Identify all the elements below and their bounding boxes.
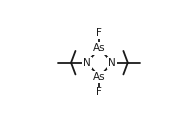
Text: N: N bbox=[108, 58, 116, 68]
Text: N: N bbox=[83, 58, 91, 68]
Text: As: As bbox=[93, 43, 106, 53]
Text: F: F bbox=[96, 28, 102, 38]
Text: F: F bbox=[96, 88, 102, 98]
Text: As: As bbox=[93, 72, 106, 82]
